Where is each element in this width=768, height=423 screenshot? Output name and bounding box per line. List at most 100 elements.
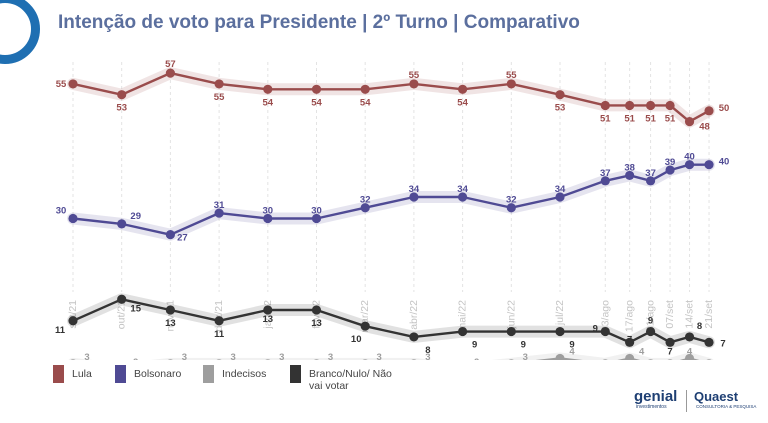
data-label: 40 — [719, 157, 730, 168]
data-point — [506, 326, 516, 337]
data-point — [645, 100, 656, 111]
data-point — [214, 79, 224, 89]
data-point — [311, 305, 322, 315]
data-point — [216, 359, 222, 360]
data-label: 54 — [360, 97, 371, 108]
data-label: 3 — [230, 352, 235, 360]
data-label: 8 — [697, 321, 702, 332]
x-tick-label: mai/22 — [457, 300, 469, 332]
data-label: 34 — [409, 184, 420, 195]
data-label: 54 — [263, 97, 274, 108]
data-label: 7 — [667, 346, 672, 357]
data-point — [409, 332, 419, 342]
data-point — [706, 359, 712, 360]
data-point — [263, 213, 273, 224]
page-title: Intenção de voto para Presidente | 2º Tu… — [58, 12, 580, 33]
data-label: 3 — [377, 352, 382, 360]
data-label: 31 — [214, 200, 225, 211]
data-label: 37 — [600, 168, 611, 179]
legend-item-lula: Lula — [53, 365, 92, 383]
data-label: 3 — [279, 352, 284, 360]
series-band — [67, 67, 715, 128]
data-label: 55 — [409, 70, 420, 81]
x-tick-label: 07/set — [664, 300, 676, 329]
genial-logo-subtitle: investimentos — [636, 404, 667, 410]
data-point — [362, 359, 368, 360]
data-point — [625, 337, 635, 347]
x-tick-label: out/21 — [116, 300, 128, 329]
data-point — [506, 79, 516, 89]
data-label: 2 — [474, 357, 479, 360]
data-label: 3 — [328, 352, 333, 360]
legend-swatch — [53, 365, 64, 383]
data-label: 37 — [645, 168, 656, 179]
data-point — [667, 359, 673, 360]
data-label: 39 — [665, 157, 676, 168]
data-point — [265, 359, 271, 360]
data-label: 50 — [719, 103, 730, 114]
x-tick-label: 17/ago — [624, 300, 636, 332]
data-label: 48 — [699, 122, 710, 133]
legend-label: Indecisos — [222, 368, 267, 380]
data-point — [117, 219, 127, 229]
data-label: 55 — [56, 79, 67, 90]
data-label: 54 — [457, 97, 468, 108]
data-label: 53 — [555, 103, 566, 114]
data-point — [508, 359, 514, 360]
data-label: 30 — [56, 206, 67, 217]
data-point — [684, 117, 695, 127]
legend-item-branco-nulo: Branco/Nulo/ Não vai votar — [290, 365, 399, 392]
data-point — [458, 192, 468, 202]
data-point — [214, 208, 224, 218]
data-point — [165, 230, 175, 240]
data-label: 3 — [425, 352, 430, 360]
data-point — [602, 359, 608, 360]
data-point — [665, 165, 675, 175]
x-tick-label: 31/ago — [645, 300, 657, 332]
data-label: 51 — [665, 113, 676, 124]
data-label: 13 — [311, 318, 322, 329]
data-label: 10 — [351, 334, 362, 345]
data-point — [684, 353, 695, 360]
data-label: 51 — [645, 113, 656, 124]
data-label: 57 — [165, 59, 176, 70]
data-label: 11 — [55, 325, 66, 336]
legend-label: Lula — [72, 368, 92, 380]
data-point — [665, 100, 675, 111]
data-label: 13 — [165, 318, 176, 329]
legend-swatch — [203, 365, 214, 383]
quaest-logo-subtitle: CONSULTORIA & PESQUISA — [696, 404, 757, 409]
quaest-logo: Quaest — [694, 389, 739, 404]
data-label: 9 — [521, 340, 526, 351]
x-tick-label: 14/set — [684, 300, 696, 329]
data-label: 38 — [624, 162, 635, 173]
brand-corner-logo — [0, 0, 40, 64]
data-label: 30 — [311, 206, 322, 217]
data-point — [555, 326, 565, 337]
data-point — [313, 359, 320, 360]
data-point — [117, 294, 127, 304]
data-point — [167, 359, 173, 360]
x-tick-label: jun/22 — [505, 300, 517, 330]
legend-swatch — [115, 365, 126, 383]
data-label: 7 — [627, 334, 632, 345]
data-label: 9 — [569, 340, 574, 351]
data-point — [70, 359, 76, 360]
data-label: 3 — [523, 352, 528, 360]
data-point — [214, 316, 224, 326]
data-label: 4 — [639, 346, 645, 357]
chart-legend: Lula Bolsonaro Indecisos Branco/Nulo/ Nã… — [0, 365, 768, 395]
data-label: 29 — [130, 211, 141, 222]
data-label: 4 — [687, 346, 693, 357]
data-point — [117, 90, 127, 100]
data-point — [555, 353, 565, 360]
series-band — [67, 158, 715, 241]
data-point — [411, 359, 417, 360]
data-label: 15 — [130, 303, 141, 314]
data-label: 34 — [457, 184, 468, 195]
data-point — [625, 353, 635, 360]
legend-item-bolsonaro: Bolsonaro — [115, 365, 181, 383]
data-point — [704, 160, 714, 170]
data-label: 8 — [425, 345, 430, 356]
data-point — [165, 68, 175, 78]
